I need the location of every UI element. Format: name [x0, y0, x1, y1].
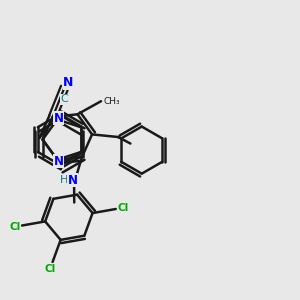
Text: N: N — [68, 174, 78, 187]
Text: N: N — [54, 112, 64, 124]
Text: Cl: Cl — [9, 222, 20, 232]
Text: N: N — [54, 155, 64, 168]
Text: C: C — [60, 94, 68, 104]
Text: CH₃: CH₃ — [103, 97, 120, 106]
Text: H: H — [59, 175, 68, 185]
Text: Cl: Cl — [44, 264, 56, 274]
Text: Cl: Cl — [117, 203, 129, 213]
Text: N: N — [63, 76, 74, 89]
